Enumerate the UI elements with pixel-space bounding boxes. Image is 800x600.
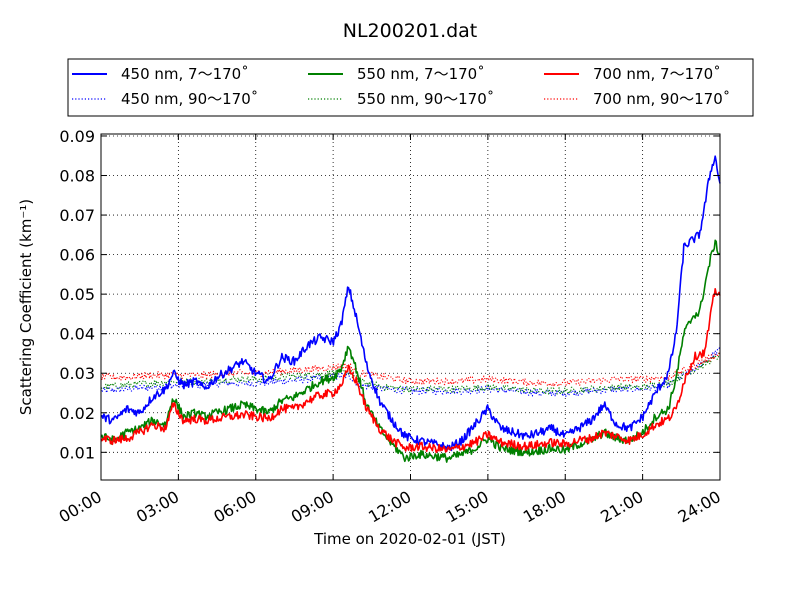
series-layer (100, 155, 721, 463)
y-tick-label: 0.02 (59, 404, 95, 423)
x-tick-label: 15:00 (442, 487, 491, 527)
x-tick-label: 03:00 (133, 487, 182, 527)
x-tick-label: 24:00 (675, 487, 724, 527)
y-axis-label: Scattering Coefficient (km⁻¹) (17, 199, 35, 415)
series-line (100, 288, 721, 454)
legend-label: 550 nm, 90～170˚ (357, 90, 494, 108)
legend: 450 nm, 7～170˚ 450 nm, 90～170˚ 550 nm, 7～1… (67, 58, 754, 117)
legend-label: 450 nm, 7～170˚ (121, 65, 249, 83)
y-tick-label: 0.03 (59, 364, 95, 383)
x-tick-label: 21:00 (597, 487, 646, 527)
y-tick-label: 0.05 (59, 285, 95, 304)
y-tick-label: 0.06 (59, 246, 95, 265)
legend-label: 450 nm, 90～170˚ (121, 90, 258, 108)
x-axis-label: Time on 2020-02-01 (JST) (313, 530, 506, 548)
plot-area: 00:00 03:00 06:00 09:00 12:00 15:00 18:00 21:00… (56, 127, 724, 527)
x-tick-label: 06:00 (210, 487, 259, 527)
legend-frame (67, 58, 754, 117)
y-tick-label: 0.07 (59, 206, 95, 225)
ticks-layer: 00:00 03:00 06:00 09:00 12:00 15:00 18:00 21:00… (56, 127, 724, 527)
series-line (100, 155, 721, 453)
x-tick-label: 12:00 (365, 487, 414, 527)
y-tick-label: 0.01 (59, 443, 95, 462)
y-tick-label: 0.09 (59, 127, 95, 146)
x-tick-label: 18:00 (520, 487, 569, 527)
y-tick-label: 0.08 (59, 167, 95, 186)
chart-title: NL200201.dat (343, 20, 478, 42)
legend-label: 550 nm, 7～170˚ (357, 65, 485, 83)
legend-label: 700 nm, 7～170˚ (593, 65, 721, 83)
x-tick-label: 09:00 (288, 487, 337, 527)
series-line (100, 352, 720, 395)
legend-label: 700 nm, 90～170˚ (593, 90, 730, 108)
y-tick-label: 0.04 (59, 325, 95, 344)
x-tick-label: 00:00 (56, 487, 105, 527)
